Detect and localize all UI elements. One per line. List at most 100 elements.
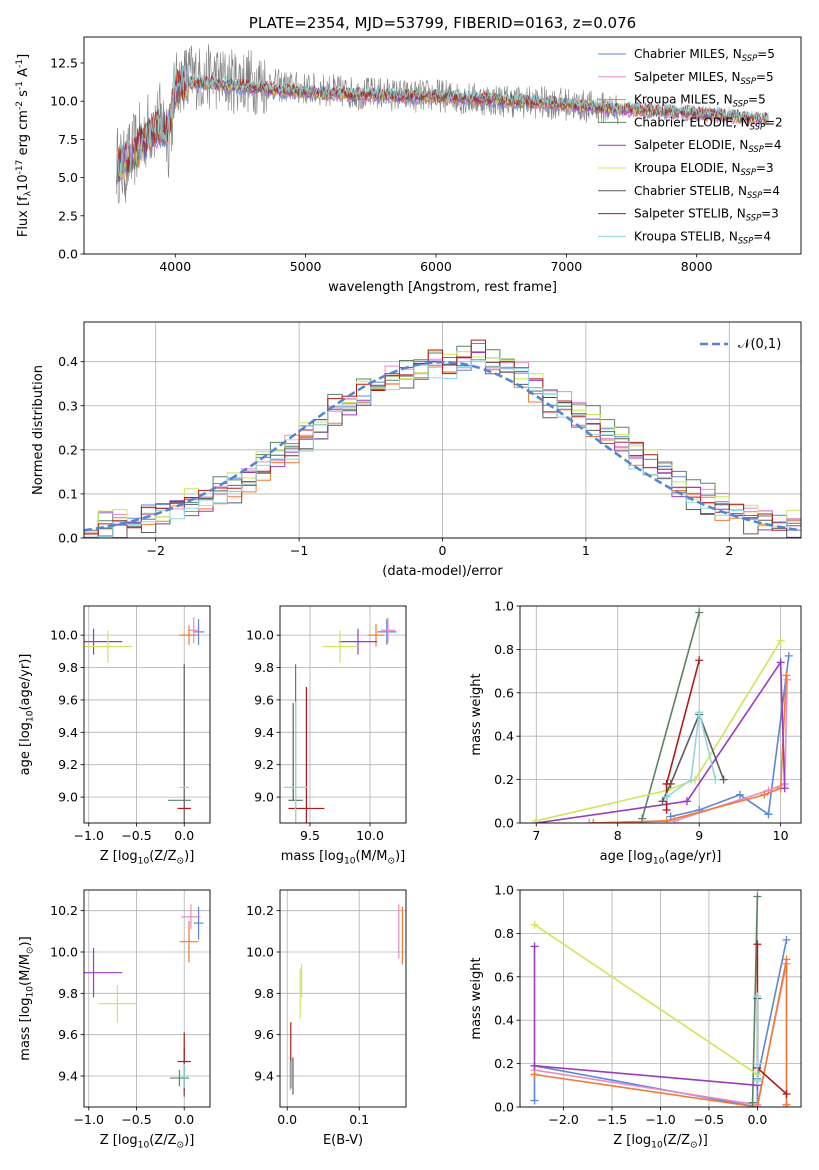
- weight-series-line: [756, 944, 788, 1095]
- y-tick-label: 0.2: [494, 772, 514, 787]
- mass-vs-Z-axes: −1.0 −0.5 0.0 9.4 9.6 9.8 10.0 10.2 Z [log10(Z/Z…: [18, 889, 211, 1150]
- x-axis-label: Z [log10(Z/Z⊙)]: [100, 849, 195, 866]
- y-tick-label: 9.8: [254, 660, 274, 675]
- model-spectrum-series: [116, 62, 769, 181]
- data-point-errorbar: [98, 985, 137, 1023]
- data-point-errorbar: [380, 617, 396, 644]
- weight-marker: [532, 816, 541, 823]
- weight-marker: [589, 819, 598, 823]
- weight-marker: [782, 955, 791, 964]
- y-tick-label: 0.2: [494, 1056, 514, 1071]
- y-tick-label: 7.5: [58, 132, 78, 147]
- y-tick-label: 0.0: [58, 247, 78, 262]
- x-tick-label: 0.1: [349, 1112, 369, 1127]
- weight-series-line: [536, 640, 782, 822]
- weight-series-line: [534, 924, 759, 1077]
- weight-marker: [753, 1103, 762, 1107]
- data-point-errorbar: [84, 630, 132, 663]
- weight-marker: [695, 608, 704, 617]
- x-tick-label: 7000: [550, 259, 582, 274]
- spectrum-legend: Chabrier MILES, NSSP=5 Salpeter MILES, NS…: [598, 47, 783, 245]
- x-tick-label: 7: [532, 828, 540, 843]
- x-tick-label: 2: [725, 543, 733, 558]
- data-point-errorbar: [84, 947, 123, 998]
- weight-marker: [585, 819, 594, 823]
- y-tick-label: 5.0: [58, 170, 78, 185]
- y-tick-label: 0.4: [494, 729, 514, 744]
- y-tick-label: 10.0: [50, 94, 78, 109]
- x-tick-label: −0.5: [121, 828, 151, 843]
- residual-legend: 𝒩(0,1): [700, 337, 781, 352]
- x-tick-label: 10: [773, 828, 789, 843]
- legend-label: 𝒩(0,1): [738, 337, 781, 352]
- y-tick-label: 0.4: [494, 1013, 514, 1028]
- data-point-errorbar: [193, 906, 204, 940]
- y-tick-label: 0.4: [58, 354, 78, 369]
- weight-marker: [782, 935, 791, 944]
- y-axis-label: mass [log10(M/M⊙)]: [18, 936, 35, 1060]
- residuals-frame: [83, 321, 802, 539]
- legend-label: Salpeter MILES, NSSP=5: [634, 70, 774, 86]
- y-axis-label: mass weight: [469, 673, 484, 755]
- y-tick-label: 10.0: [246, 945, 274, 960]
- data-point-errorbar: [288, 686, 325, 823]
- age-vs-mass-axes: 9.5 10.0 9.0 9.2 9.4 9.6 9.8 10.0 mass [log10(M/…: [246, 605, 407, 866]
- weight-marker: [662, 792, 671, 801]
- age-vs-Z-frame: [83, 605, 211, 824]
- y-tick-label: 9.4: [254, 1069, 274, 1084]
- y-tick-label: 0.8: [494, 642, 514, 657]
- y-tick-label: 10.0: [50, 945, 78, 960]
- weight-marker: [760, 790, 769, 799]
- weight-marker: [764, 810, 773, 819]
- weight-marker: [753, 1076, 762, 1085]
- y-tick-label: 9.4: [58, 1069, 78, 1084]
- data-point-errorbar: [338, 628, 378, 655]
- spectrum-plot-area: [116, 44, 769, 204]
- weight-marker: [783, 675, 792, 684]
- weight-marker: [662, 805, 671, 814]
- y-tick-label: 9.6: [254, 1027, 274, 1042]
- x-tick-label: 10.0: [356, 828, 384, 843]
- y-tick-label: 10.2: [50, 903, 78, 918]
- data-point-errorbar: [181, 904, 201, 930]
- x-tick-label: 9.5: [300, 828, 320, 843]
- weight-marker: [776, 636, 785, 645]
- y-tick-label: 0.6: [494, 685, 514, 700]
- data-point-errorbar: [179, 1063, 189, 1089]
- y-tick-label: 10.0: [50, 628, 78, 643]
- weight-marker: [695, 656, 704, 665]
- weight-series-line: [534, 959, 788, 1107]
- x-tick-label: 5000: [290, 259, 322, 274]
- y-tick-label: 0.1: [58, 486, 78, 501]
- y-tick-label: 10.0: [246, 628, 274, 643]
- weight-vs-Z-plot-area: [530, 892, 791, 1107]
- x-axis-label: Z [log10(Z/Z⊙)]: [613, 1133, 708, 1150]
- age-vs-mass-frame: [279, 605, 407, 824]
- weight-marker: [682, 797, 691, 806]
- data-point-errorbar: [323, 630, 357, 663]
- y-tick-label: 1.0: [494, 599, 514, 614]
- weight-marker: [711, 775, 720, 784]
- weight-series-line: [665, 660, 700, 810]
- mass-vs-Z-plot-area: [84, 904, 204, 1097]
- weight-marker: [662, 816, 671, 823]
- spectrum-frame: [83, 36, 802, 255]
- weight-marker: [530, 942, 539, 951]
- weight-marker: [753, 892, 762, 901]
- x-tick-label: 8: [614, 828, 622, 843]
- data-point-errorbar: [179, 625, 199, 645]
- age-vs-mass-plot-area: [283, 617, 397, 823]
- data-point-errorbar: [377, 618, 397, 645]
- x-axis-label: mass [log10(M/M⊙)]: [281, 849, 405, 866]
- x-tick-label: 0: [439, 543, 447, 558]
- y-tick-label: 0.0: [58, 531, 78, 546]
- weight-marker: [687, 775, 696, 784]
- data-point-errorbar: [179, 921, 199, 963]
- weight-marker: [658, 797, 667, 806]
- x-tick-label: 0.0: [277, 1112, 297, 1127]
- weight-series-line: [536, 659, 786, 823]
- spectrum-axes: 4000 5000 6000 7000 8000 0.0 2.5 5.0 7.5 10.0 12.5…: [15, 36, 802, 295]
- mass-vs-Z-frame: [83, 889, 211, 1108]
- x-tick-label: 4000: [159, 259, 191, 274]
- x-axis-label: Z [log10(Z/Z⊙)]: [100, 1133, 195, 1150]
